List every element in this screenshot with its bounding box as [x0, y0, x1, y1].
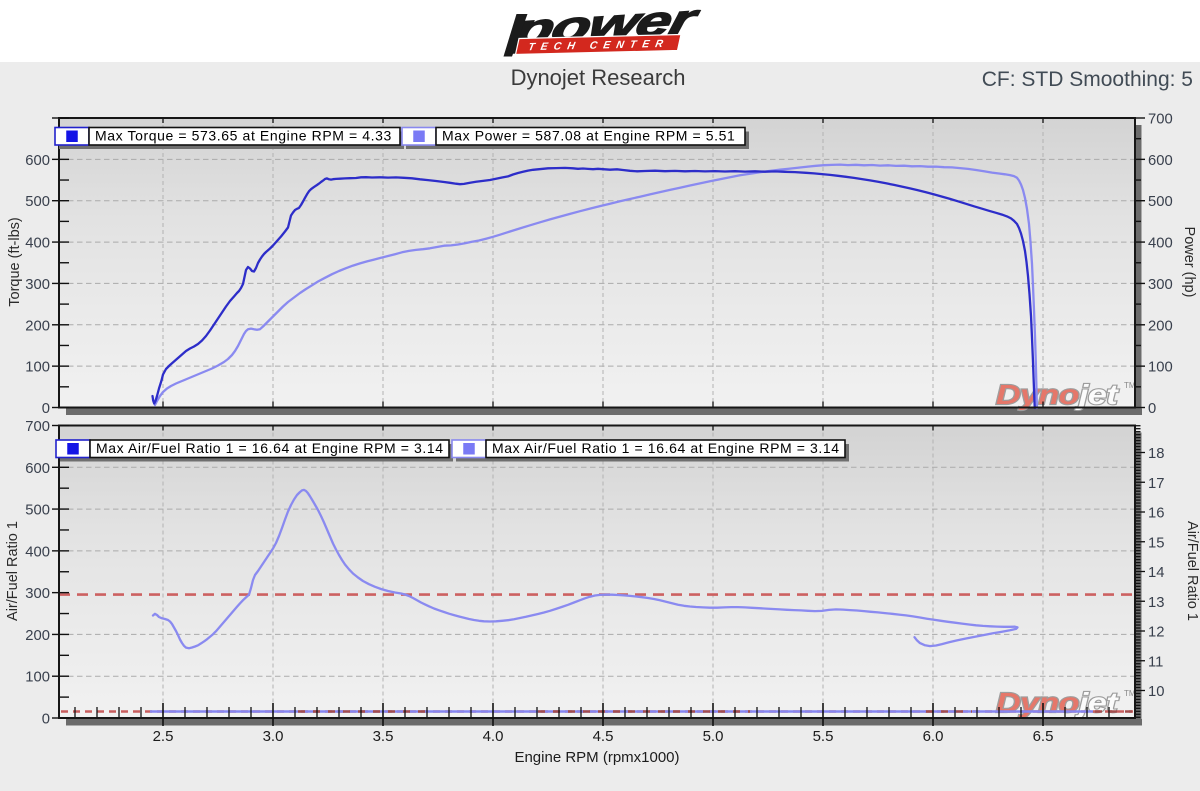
svg-text:17: 17: [1148, 476, 1164, 492]
svg-text:TM: TM: [1124, 381, 1136, 390]
svg-text:Max Air/Fuel Ratio 1 = 16.64 a: Max Air/Fuel Ratio 1 = 16.64 at Engine R…: [96, 440, 444, 456]
svg-text:600: 600: [1148, 153, 1173, 169]
svg-text:3.0: 3.0: [263, 728, 284, 745]
svg-text:Torque (ft-lbs): Torque (ft-lbs): [7, 217, 23, 306]
svg-text:Max Power = 587.08 at Engine R: Max Power = 587.08 at Engine RPM = 5.51: [442, 128, 735, 144]
svg-text:600: 600: [25, 461, 50, 477]
svg-text:0: 0: [1148, 401, 1156, 417]
svg-text:6.0: 6.0: [923, 728, 944, 745]
svg-text:200: 200: [1148, 318, 1173, 334]
svg-text:700: 700: [1148, 112, 1173, 128]
svg-text:700: 700: [25, 419, 50, 435]
svg-text:2.5: 2.5: [153, 728, 174, 745]
svg-text:0: 0: [42, 712, 50, 728]
svg-text:5.5: 5.5: [813, 728, 834, 745]
svg-text:TM: TM: [1124, 689, 1136, 698]
svg-text:Max Air/Fuel Ratio 1 = 16.64 a: Max Air/Fuel Ratio 1 = 16.64 at Engine R…: [492, 440, 840, 456]
svg-text:500: 500: [25, 503, 50, 519]
svg-text:400: 400: [25, 236, 50, 252]
svg-text:13: 13: [1148, 595, 1164, 611]
svg-text:10: 10: [1148, 684, 1164, 700]
svg-text:400: 400: [1148, 236, 1173, 252]
svg-text:Dynojet: Dynojet: [996, 379, 1119, 410]
svg-text:18: 18: [1148, 446, 1164, 462]
svg-text:CF: STD Smoothing: 5: CF: STD Smoothing: 5: [982, 68, 1193, 91]
svg-text:100: 100: [25, 670, 50, 686]
svg-text:6.5: 6.5: [1033, 728, 1054, 745]
svg-text:0: 0: [42, 401, 50, 417]
svg-text:12: 12: [1148, 625, 1164, 641]
svg-text:200: 200: [25, 318, 50, 334]
svg-text:500: 500: [25, 194, 50, 210]
svg-text:300: 300: [25, 277, 50, 293]
svg-text:Dynojet: Dynojet: [996, 687, 1119, 718]
svg-text:Air/Fuel Ratio 1: Air/Fuel Ratio 1: [1184, 521, 1200, 621]
svg-text:100: 100: [25, 360, 50, 376]
svg-text:500: 500: [1148, 194, 1173, 210]
svg-text:11: 11: [1148, 654, 1163, 670]
svg-text:Max Torque = 573.65 at Engine: Max Torque = 573.65 at Engine RPM = 4.33: [95, 128, 392, 144]
svg-text:Engine RPM (rpmx1000): Engine RPM (rpmx1000): [514, 749, 679, 766]
svg-text:400: 400: [25, 544, 50, 560]
svg-text:15: 15: [1148, 535, 1164, 551]
svg-text:300: 300: [25, 586, 50, 602]
svg-text:TECH CENTER: TECH CENTER: [527, 38, 670, 53]
svg-text:Dynojet Research: Dynojet Research: [511, 65, 686, 90]
svg-text:3.5: 3.5: [373, 728, 394, 745]
svg-text:600: 600: [25, 153, 50, 169]
svg-text:300: 300: [1148, 277, 1173, 293]
svg-text:5.0: 5.0: [703, 728, 724, 745]
svg-text:4.0: 4.0: [483, 728, 504, 745]
svg-text:Power (hp): Power (hp): [1181, 227, 1197, 298]
svg-text:Air/Fuel Ratio 1: Air/Fuel Ratio 1: [5, 521, 21, 621]
svg-text:16: 16: [1148, 506, 1164, 522]
svg-text:200: 200: [25, 628, 50, 644]
svg-text:4.5: 4.5: [593, 728, 614, 745]
svg-text:14: 14: [1148, 565, 1164, 581]
svg-text:100: 100: [1148, 360, 1173, 376]
